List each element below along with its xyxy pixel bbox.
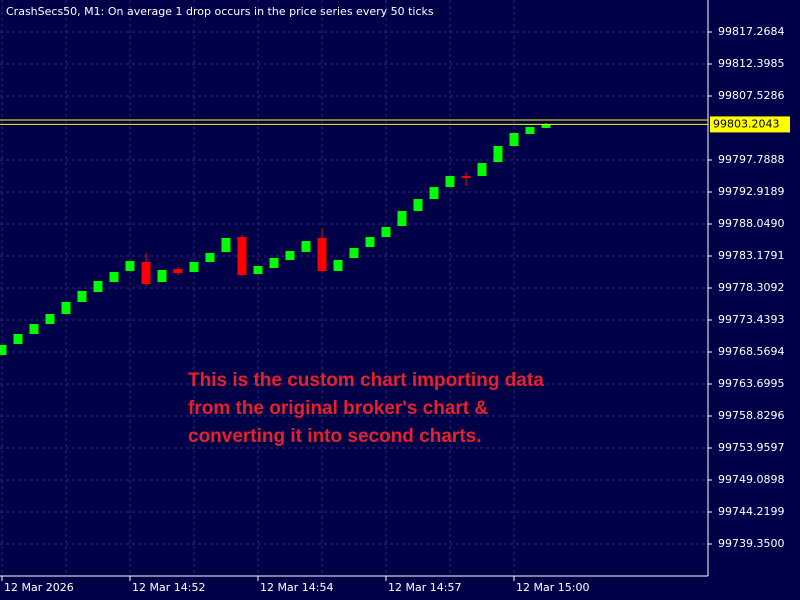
- candle-body: [317, 237, 327, 271]
- candle-body: [0, 344, 7, 356]
- y-tick-label: 99788.0490: [718, 217, 784, 230]
- y-tick-label: 99744.2199: [718, 505, 784, 518]
- y-tick-label: 99749.0898: [718, 473, 784, 486]
- candle-body: [397, 210, 407, 226]
- candle-body: [93, 280, 103, 293]
- candle-body: [285, 251, 295, 261]
- price-label-box: [710, 116, 790, 133]
- candle-body: [29, 324, 39, 334]
- y-tick-label: 99817.2684: [718, 25, 784, 38]
- candle-body: [109, 271, 119, 283]
- candle-body: [541, 124, 551, 128]
- y-tick-label: 99773.4393: [718, 313, 784, 326]
- y-tick-label: 99778.3092: [718, 281, 784, 294]
- candle-body: [381, 227, 391, 238]
- candle-body: [461, 176, 471, 179]
- y-tick-label: 99753.9597: [718, 441, 784, 454]
- candle-body: [189, 261, 199, 272]
- candle-body: [221, 237, 231, 252]
- annotation: converting it into second charts.: [188, 426, 482, 447]
- candle-body: [525, 127, 535, 134]
- x-tick-label: 12 Mar 15:00: [516, 581, 589, 594]
- annotation: from the original broker's chart &: [188, 398, 488, 419]
- candle-body: [333, 260, 343, 271]
- candle-body: [413, 199, 423, 211]
- candle-body: [477, 163, 487, 177]
- candle-body: [125, 260, 135, 271]
- candle-body: [237, 237, 247, 275]
- y-tick-label: 99807.5286: [718, 89, 784, 102]
- candle-body: [493, 146, 503, 162]
- candle-body: [429, 187, 439, 200]
- x-tick-label: 12 Mar 14:52: [132, 581, 205, 594]
- candle-body: [157, 269, 167, 283]
- y-tick-label: 99792.9189: [718, 185, 784, 198]
- annotation: This is the custom chart importing data: [188, 370, 544, 391]
- candle-body: [45, 314, 55, 325]
- candle-body: [269, 257, 279, 269]
- y-tick-label: 99812.3985: [718, 57, 784, 70]
- candle-body: [141, 261, 151, 284]
- x-tick-label: 12 Mar 14:54: [260, 581, 333, 594]
- x-tick-label: 12 Mar 2026: [4, 581, 74, 594]
- y-tick-label: 99768.5694: [718, 345, 784, 358]
- candle-body: [61, 301, 71, 315]
- candle-body: [365, 237, 375, 247]
- y-tick-label: 99739.3500: [718, 537, 784, 550]
- x-tick-label: 12 Mar 14:57: [388, 581, 461, 594]
- candle-body: [13, 333, 23, 344]
- y-tick-label: 99783.1791: [718, 249, 784, 262]
- candle-body: [445, 176, 455, 188]
- y-tick-label: 99763.6995: [718, 377, 784, 390]
- candle-body: [349, 247, 359, 258]
- candle-body: [173, 269, 183, 274]
- price-label: 99803.2043: [713, 117, 779, 130]
- candle-body: [77, 291, 87, 302]
- y-tick-label: 99758.8296: [718, 409, 784, 422]
- candle-body: [301, 241, 311, 252]
- candle-body: [509, 132, 519, 147]
- y-tick-label: 99797.7888: [718, 153, 784, 166]
- chart-title: CrashSecs50, M1: On average 1 drop occur…: [6, 5, 434, 18]
- candle-body: [253, 265, 263, 275]
- candle-body: [205, 252, 215, 262]
